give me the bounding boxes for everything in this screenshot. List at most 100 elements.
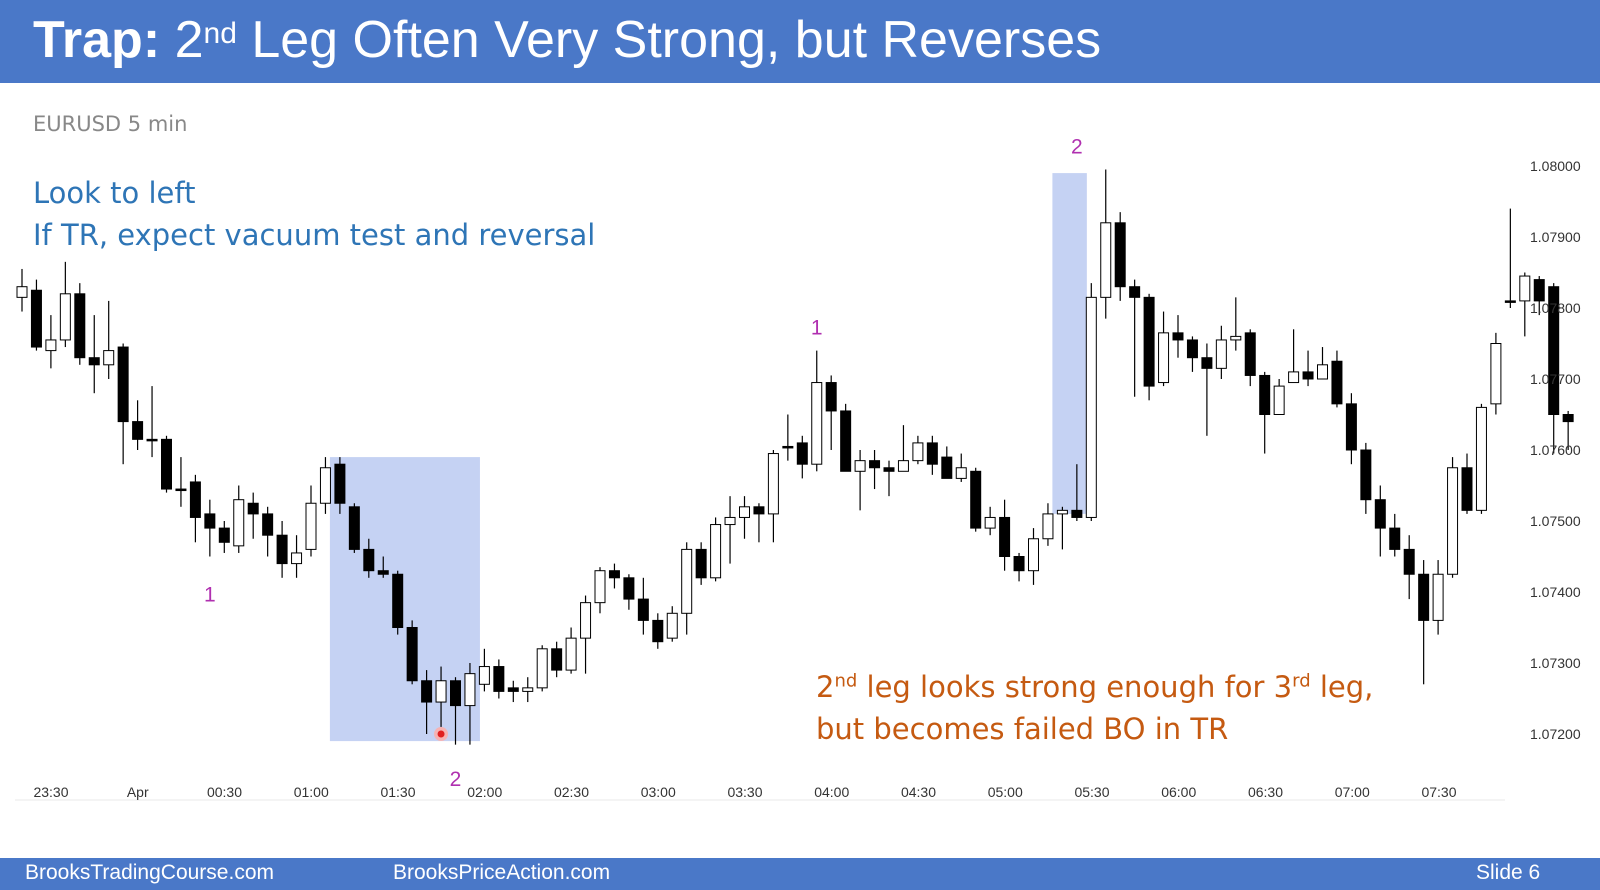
candle-bear <box>869 460 881 469</box>
candle-bear <box>189 481 201 518</box>
candle-bull <box>912 442 924 462</box>
footer-middle: BrooksPriceAction.com <box>393 861 611 884</box>
candle-bear <box>363 548 375 572</box>
candle-bear <box>840 410 852 472</box>
candle-bear <box>796 442 808 465</box>
note-second-leg: 2nd leg looks strong enough for 3rd leg, <box>816 670 1373 704</box>
candle-bear <box>1533 279 1545 302</box>
y-tick-label: 1.07900 <box>1530 229 1581 245</box>
candle-bear <box>999 516 1011 558</box>
candle-bear <box>30 289 42 348</box>
candle-bear <box>175 488 187 492</box>
candle-bull <box>233 499 245 547</box>
candle-bull <box>522 687 534 692</box>
candle-bull <box>1100 222 1112 298</box>
candle-bear <box>1389 527 1401 550</box>
candle-bull <box>1273 385 1285 416</box>
candle-bull <box>1432 573 1444 621</box>
candle-bear <box>406 627 418 682</box>
y-tick-label: 1.07300 <box>1530 655 1581 671</box>
candle-bull <box>955 467 967 479</box>
candle-bear <box>608 570 620 579</box>
candle-bear <box>132 421 144 440</box>
leg-label-2: 2 <box>450 768 462 791</box>
title-num: 2 <box>174 11 204 69</box>
candle-bear <box>782 445 794 449</box>
title-rest: Leg Often Very Strong, but Reverses <box>236 11 1102 69</box>
candle-bull <box>59 293 71 341</box>
x-tick-label: 05:30 <box>1074 784 1109 800</box>
candle-bear <box>377 570 389 575</box>
x-tick-label: 05:00 <box>988 784 1023 800</box>
candle-bull <box>16 286 28 298</box>
candle-bear <box>695 548 707 579</box>
candle-bear <box>1172 332 1184 341</box>
candle-bear <box>1186 339 1198 359</box>
candle-bear <box>392 573 404 628</box>
x-tick-label: 23:30 <box>33 784 68 800</box>
candle-bull <box>536 648 548 689</box>
candle-bear <box>926 442 938 465</box>
candle-bear <box>1562 414 1574 423</box>
candle-bear <box>1374 499 1386 529</box>
candle-bear <box>348 506 360 550</box>
candle-bull <box>666 612 678 639</box>
candle-bull <box>1042 513 1054 540</box>
footer-left: BrooksTradingCourse.com <box>25 861 274 884</box>
candle-bull <box>580 602 592 639</box>
x-tick-label: 02:30 <box>554 784 589 800</box>
note-look-left: Look to left <box>33 176 196 210</box>
candle-bear <box>493 666 505 692</box>
candle-bear <box>825 382 837 412</box>
candle-bull <box>710 524 722 579</box>
candle-bull <box>305 502 317 550</box>
candle-bear <box>247 502 259 515</box>
x-tick-label: 02:00 <box>467 784 502 800</box>
candle-bear <box>1129 286 1141 298</box>
candle-bear <box>1403 548 1415 575</box>
candle-bull <box>767 453 779 515</box>
note-orange-a: 2 <box>816 670 835 704</box>
candle-bull <box>897 460 909 472</box>
y-tick-label: 1.07800 <box>1530 300 1581 316</box>
candle-bull <box>854 460 866 472</box>
candle-bull <box>45 339 57 352</box>
candle-bear <box>1360 449 1372 501</box>
leg-label-1: 1 <box>811 317 823 340</box>
candle-bear <box>1331 360 1343 405</box>
y-tick-label: 1.07500 <box>1530 513 1581 529</box>
leg-label-1: 1 <box>204 584 216 607</box>
title-bar: Trap: 2nd Leg Often Very Strong, but Rev… <box>0 0 1600 83</box>
marker-dot <box>437 730 445 738</box>
candle-bear <box>507 687 519 692</box>
candle-bear <box>450 680 461 707</box>
y-tick-label: 1.07200 <box>1530 726 1581 742</box>
candle-bull <box>1475 406 1487 511</box>
candle-bear <box>1548 286 1560 416</box>
candle-bull <box>291 552 303 565</box>
candle-bull <box>1490 343 1502 405</box>
note-orange-c: leg, <box>1310 670 1374 704</box>
candle-bear <box>262 513 274 536</box>
candle-bear <box>1259 374 1271 416</box>
candle-bull <box>319 467 331 504</box>
candle-bear <box>1114 222 1126 288</box>
x-tick-label: 03:30 <box>727 784 762 800</box>
candle-bear <box>161 438 172 490</box>
candle-bear <box>551 648 563 671</box>
x-tick-label: 01:00 <box>294 784 329 800</box>
candle-bear <box>970 470 982 529</box>
candle-bull <box>1230 335 1242 341</box>
x-tick-label: 00:30 <box>207 784 242 800</box>
candle-bear <box>941 456 953 479</box>
candle-bull <box>1317 364 1328 380</box>
candle-bear <box>652 619 664 643</box>
candle-bear <box>753 506 765 515</box>
highlight-zone-2 <box>1052 173 1087 514</box>
candle-bull <box>594 570 606 604</box>
candle-bear <box>1071 509 1083 518</box>
candle-bear <box>1143 296 1155 387</box>
candle-bull <box>811 382 823 465</box>
candle-bear <box>117 346 129 423</box>
note-expect-vacuum: If TR, expect vacuum test and reversal <box>33 218 596 252</box>
